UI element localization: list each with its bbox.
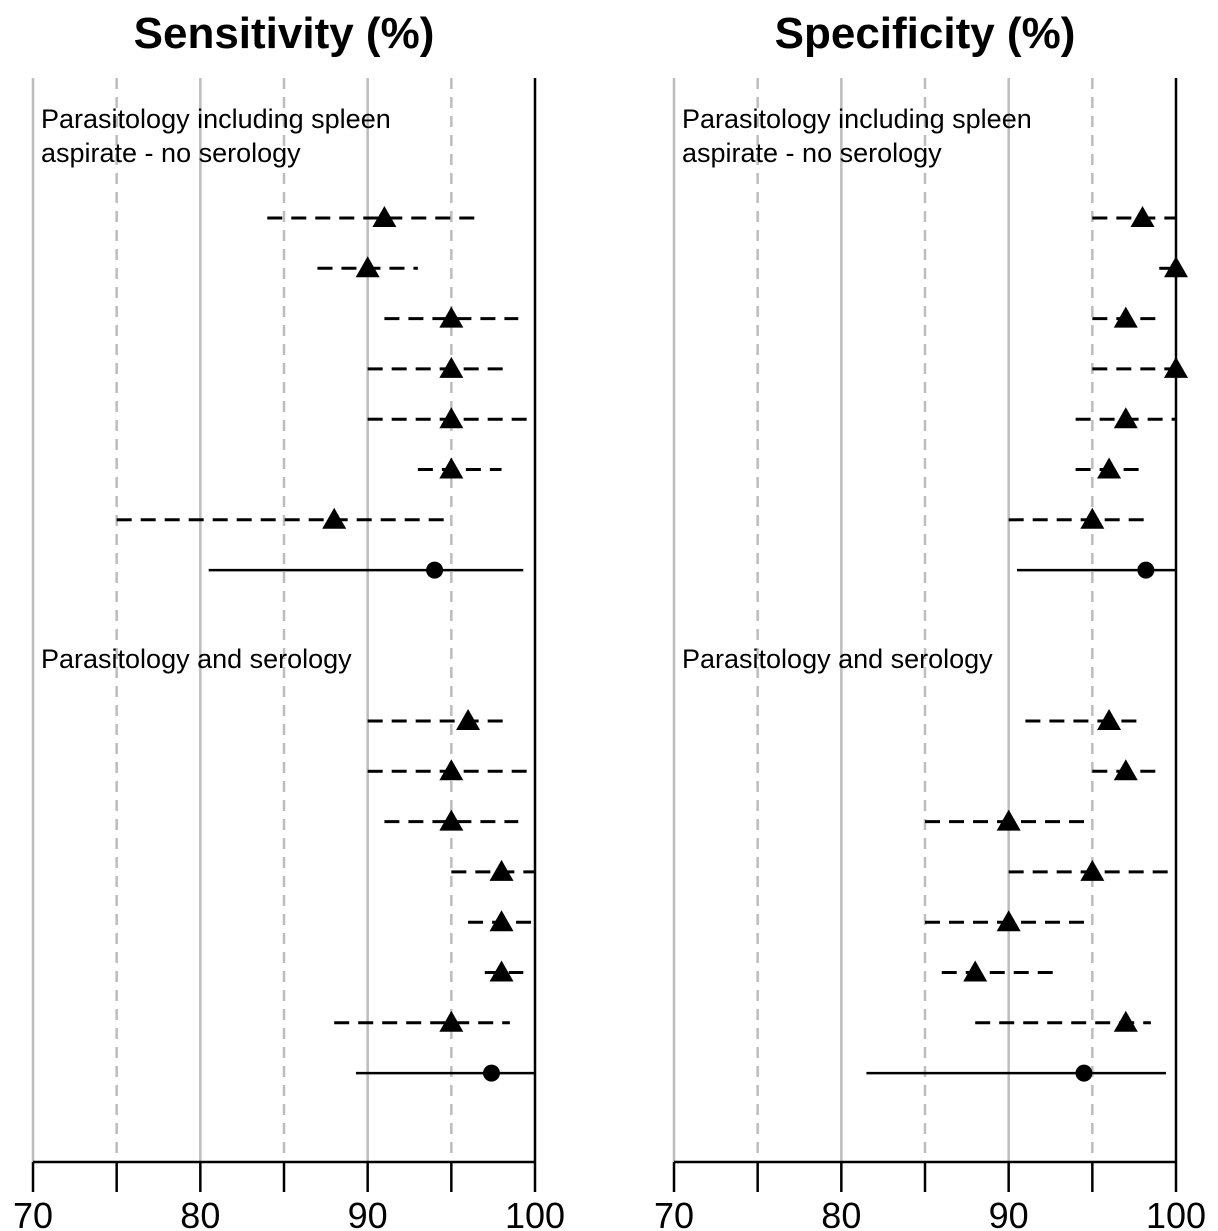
study-estimate-triangle [996, 910, 1021, 932]
study-estimate-triangle [456, 709, 481, 730]
study-estimate-triangle [1080, 507, 1105, 529]
x-tick-label: 100 [505, 1195, 565, 1231]
study-estimate-triangle [439, 356, 464, 378]
forest-panel-1: Sensitivity (%) 70 80 90 100 Parasitology inc… [13, 9, 565, 1231]
group-label: Parasitology and serology [682, 644, 993, 674]
study-estimate-triangle [1113, 306, 1138, 328]
study-estimate-triangle [439, 759, 464, 781]
forest-panel-2: Specificity (%) 70 80 90 100 Parasitology inc… [654, 9, 1206, 1231]
study-estimate-triangle [996, 809, 1021, 831]
study-estimate-triangle [1164, 256, 1188, 278]
panel-title: Specificity (%) [775, 9, 1076, 58]
x-tick-label: 90 [989, 1195, 1029, 1231]
panel-title: Sensitivity (%) [134, 9, 435, 58]
study-estimate-triangle [1080, 859, 1105, 881]
study-estimate-triangle [963, 960, 988, 982]
study-estimate-triangle [1164, 356, 1188, 378]
study-estimate-triangle [439, 809, 464, 831]
x-tick-label: 80 [180, 1195, 220, 1231]
group-label: Parasitology and serology [41, 644, 352, 674]
study-estimate-triangle [1097, 457, 1122, 479]
pooled-estimate-dot [1075, 1064, 1093, 1082]
x-tick-label: 70 [13, 1195, 53, 1231]
study-estimate-triangle [439, 1010, 464, 1032]
x-tick-label: 100 [1146, 1195, 1206, 1231]
group-label: aspirate - no serology [41, 138, 301, 168]
study-estimate-triangle [322, 507, 347, 529]
study-estimate-triangle [489, 910, 514, 932]
study-estimate-triangle [439, 407, 464, 429]
study-estimate-triangle [439, 306, 464, 328]
study-estimate-triangle [372, 206, 397, 227]
group-label: aspirate - no serology [682, 138, 942, 168]
study-estimate-triangle [1113, 1010, 1138, 1032]
study-estimate-triangle [489, 859, 514, 881]
x-tick-label: 80 [821, 1195, 861, 1231]
pooled-estimate-dot [426, 561, 444, 579]
study-estimate-triangle [1130, 206, 1155, 227]
x-tick-label: 70 [654, 1195, 694, 1231]
pooled-estimate-dot [482, 1064, 500, 1082]
study-estimate-triangle [355, 256, 380, 278]
group-label: Parasitology including spleen [41, 104, 391, 134]
study-estimate-triangle [1113, 407, 1138, 429]
study-estimate-triangle [489, 960, 514, 982]
study-estimate-triangle [1097, 709, 1122, 730]
study-estimate-triangle [439, 457, 464, 479]
group-label: Parasitology including spleen [682, 104, 1032, 134]
study-estimate-triangle [1113, 759, 1138, 781]
pooled-estimate-dot [1137, 561, 1155, 579]
x-tick-label: 90 [348, 1195, 388, 1231]
